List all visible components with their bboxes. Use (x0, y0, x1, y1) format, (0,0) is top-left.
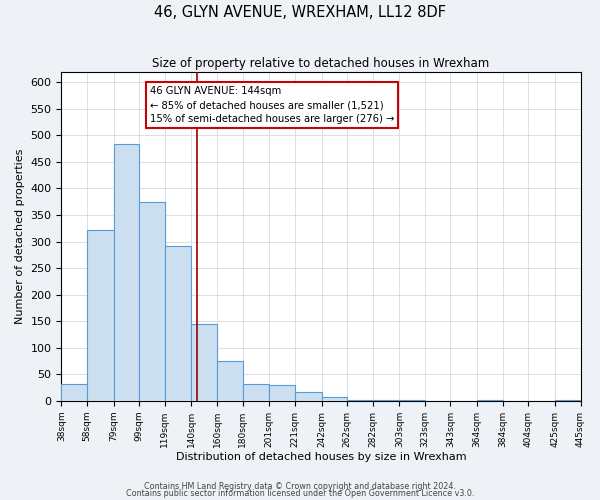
Bar (217, 361, 242, 401)
Text: Contains public sector information licensed under the Open Government Licence v3: Contains public sector information licen… (126, 489, 474, 498)
Text: Contains HM Land Registry data © Crown copyright and database right 2024.: Contains HM Land Registry data © Crown c… (144, 482, 456, 491)
Bar (242, 384, 269, 401)
Bar (555, 400, 580, 401)
Bar (165, 246, 191, 401)
Y-axis label: Number of detached properties: Number of detached properties (15, 148, 25, 324)
Bar (61, 384, 87, 401)
Bar (400, 400, 425, 401)
Bar (191, 324, 217, 401)
Bar (322, 396, 347, 401)
Bar (87, 230, 113, 401)
X-axis label: Distribution of detached houses by size in Wrexham: Distribution of detached houses by size … (176, 452, 466, 462)
Bar (295, 392, 322, 401)
Bar (477, 400, 503, 401)
Bar (113, 144, 139, 401)
Bar (347, 400, 373, 401)
Text: 46, GLYN AVENUE, WREXHAM, LL12 8DF: 46, GLYN AVENUE, WREXHAM, LL12 8DF (154, 5, 446, 20)
Bar (373, 400, 400, 401)
Bar (269, 386, 295, 401)
Bar (139, 202, 165, 401)
Text: 46 GLYN AVENUE: 144sqm
← 85% of detached houses are smaller (1,521)
15% of semi-: 46 GLYN AVENUE: 144sqm ← 85% of detached… (149, 86, 394, 124)
Title: Size of property relative to detached houses in Wrexham: Size of property relative to detached ho… (152, 58, 490, 70)
